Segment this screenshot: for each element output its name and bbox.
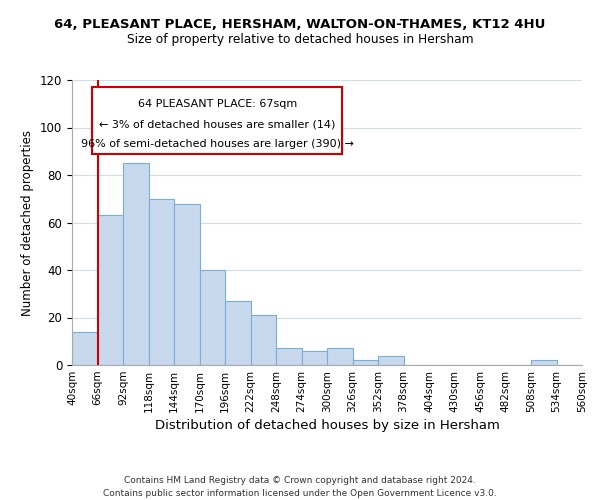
Bar bbox=[225, 301, 251, 365]
Bar bbox=[378, 356, 404, 365]
Bar bbox=[149, 198, 174, 365]
Text: 64 PLEASANT PLACE: 67sqm: 64 PLEASANT PLACE: 67sqm bbox=[138, 99, 297, 109]
Bar bbox=[531, 360, 557, 365]
Text: ← 3% of detached houses are smaller (14): ← 3% of detached houses are smaller (14) bbox=[99, 120, 335, 130]
Bar bbox=[200, 270, 225, 365]
Bar bbox=[327, 348, 353, 365]
X-axis label: Distribution of detached houses by size in Hersham: Distribution of detached houses by size … bbox=[155, 419, 499, 432]
Bar bbox=[353, 360, 378, 365]
Bar bbox=[251, 315, 276, 365]
FancyBboxPatch shape bbox=[92, 87, 342, 154]
Text: Size of property relative to detached houses in Hersham: Size of property relative to detached ho… bbox=[127, 32, 473, 46]
Bar bbox=[302, 351, 327, 365]
Text: 64, PLEASANT PLACE, HERSHAM, WALTON-ON-THAMES, KT12 4HU: 64, PLEASANT PLACE, HERSHAM, WALTON-ON-T… bbox=[55, 18, 545, 30]
Y-axis label: Number of detached properties: Number of detached properties bbox=[22, 130, 34, 316]
Text: 96% of semi-detached houses are larger (390) →: 96% of semi-detached houses are larger (… bbox=[81, 140, 354, 149]
Bar bbox=[97, 216, 123, 365]
Bar bbox=[276, 348, 302, 365]
Bar bbox=[72, 332, 97, 365]
Bar bbox=[174, 204, 199, 365]
Bar bbox=[123, 163, 149, 365]
Text: Contains HM Land Registry data © Crown copyright and database right 2024.
Contai: Contains HM Land Registry data © Crown c… bbox=[103, 476, 497, 498]
